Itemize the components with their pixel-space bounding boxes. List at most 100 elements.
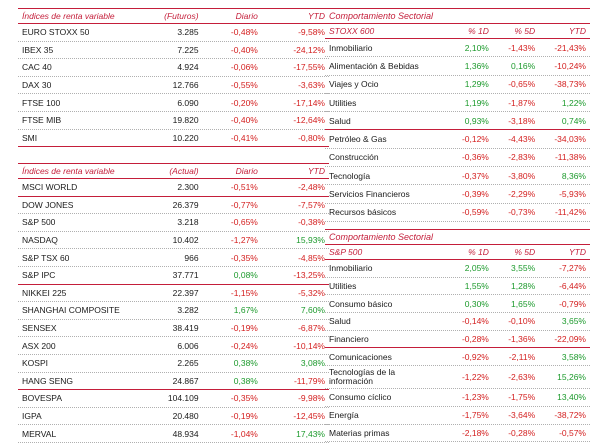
ytd-change: -9,58% xyxy=(298,27,325,38)
index-value: 966 xyxy=(184,252,199,263)
index-name: IGPA xyxy=(22,411,42,422)
sector-name: Petróleo & Gas xyxy=(329,134,387,145)
change-5d: -2,11% xyxy=(508,351,536,362)
daily-change: -0,48% xyxy=(230,27,258,38)
header-daily-label: Diario xyxy=(235,11,258,21)
ytd-change: -9,98% xyxy=(298,393,325,404)
sp500-table-body: Inmobiliario 2,05% 3,55% -7,27% Utilities 1,5… xyxy=(325,260,590,443)
sector-name: Construcción xyxy=(329,152,379,163)
index-name: KOSPI xyxy=(22,358,48,369)
table-row: Utilities 1,19% -1,87% 1,22% xyxy=(325,94,590,113)
header-current-label: (Actual) xyxy=(169,166,199,176)
change-5d: -2,83% xyxy=(508,152,536,163)
daily-change: -1,04% xyxy=(230,428,258,439)
header-index-label: Índices de renta variable xyxy=(22,166,115,176)
change-ytd: -34,03% xyxy=(554,134,586,145)
daily-change: -0,41% xyxy=(230,132,258,143)
sector-name: Salud xyxy=(329,115,351,126)
change-1d: -0,39% xyxy=(461,189,489,200)
sector-name: Utilities xyxy=(329,281,357,292)
table-row: Tecnología -0,37% -3,80% 8,36% xyxy=(325,167,590,186)
daily-change: 0,38% xyxy=(233,358,258,369)
daily-change: -0,06% xyxy=(230,62,258,73)
futures-table-body: EURO STOXX 50 3.285 -0,48% -9,58% IBEX 35 7.2… xyxy=(18,24,329,148)
change-ytd: -6,44% xyxy=(559,281,586,292)
change-ytd: -38,72% xyxy=(554,410,586,421)
index-name: S&P 500 xyxy=(22,217,56,228)
table-row: Energía -1,75% -3,64% -38,72% xyxy=(325,407,590,425)
index-name: MSCI WORLD xyxy=(22,182,78,193)
table-row: DOW JONES 26.379 -0,77% -7,57% xyxy=(18,197,329,215)
index-name: SENSEX xyxy=(22,323,57,334)
table-row: S&P TSX 60 966 -0,35% -4,85% xyxy=(18,249,329,267)
change-ytd: -22,09% xyxy=(554,334,586,345)
change-5d: -3,64% xyxy=(508,410,536,421)
change-1d: -0,36% xyxy=(461,152,489,163)
table-row: Construcción -0,36% -2,83% -11,38% xyxy=(325,149,590,168)
header-daily-label: Diario xyxy=(235,166,258,176)
table-row: SENSEX 38.419 -0,19% -6,87% xyxy=(18,320,329,338)
table-row: MSCI WORLD 2.300 -0,51% -2,48% xyxy=(18,179,329,197)
index-name: S&P TSX 60 xyxy=(22,252,70,263)
change-5d: -2,63% xyxy=(508,372,536,383)
daily-change: 0,08% xyxy=(233,270,258,281)
header-index-label: Índices de renta variable xyxy=(22,11,115,21)
table-row: Materias primas -2,18% -0,28% -0,57% xyxy=(325,425,590,443)
current-table-header: Índices de renta variable (Actual) Diari… xyxy=(18,163,329,179)
futures-table-header: Índices de renta variable (Futuros) Diar… xyxy=(18,8,329,24)
table-row: Utilities 1,55% 1,28% -6,44% xyxy=(325,278,590,296)
header-ytd-label: YTD xyxy=(308,166,325,176)
table-row: Recursos básicos -0,59% -0,73% -11,42% xyxy=(325,204,590,222)
sp500-sector-table: Comportamiento Sectorial S&P 500 % 1D % … xyxy=(325,229,590,443)
table-row: Alimentación & Bebidas 1,36% 0,16% -10,24% xyxy=(325,57,590,76)
change-ytd: -10,24% xyxy=(554,60,586,71)
sp500-table-header: S&P 500 % 1D % 5D YTD xyxy=(325,244,590,260)
daily-change: 0,38% xyxy=(233,375,258,386)
index-name: SMI xyxy=(22,132,38,143)
index-name: FTSE 100 xyxy=(22,97,61,108)
sector-name: Materias primas xyxy=(329,427,390,438)
table-row: S&P 500 3.218 -0,65% -0,38% xyxy=(18,214,329,232)
change-1d: 1,36% xyxy=(464,60,489,71)
header-1d-label: % 1D xyxy=(468,247,489,257)
daily-change: -0,19% xyxy=(230,323,258,334)
change-ytd: -7,27% xyxy=(559,263,586,274)
sector-name: Energía xyxy=(329,410,359,421)
change-ytd: 13,40% xyxy=(557,392,586,403)
index-value: 19.820 xyxy=(172,115,199,126)
change-1d: 2,05% xyxy=(464,263,489,274)
sector-table-title: Comportamiento Sectorial xyxy=(325,229,590,244)
ytd-change: 3,08% xyxy=(300,358,325,369)
ytd-change: -4,85% xyxy=(298,252,325,263)
change-1d: -0,92% xyxy=(461,351,489,362)
header-ytd-label: YTD xyxy=(308,11,325,21)
change-ytd: -38,73% xyxy=(554,79,586,90)
change-5d: -0,65% xyxy=(508,79,536,90)
change-1d: -1,75% xyxy=(461,410,489,421)
change-ytd: 3,58% xyxy=(561,351,586,362)
daily-change: -0,40% xyxy=(230,44,258,55)
table-row: S&P IPC 37.771 0,08% -13,25% xyxy=(18,267,329,285)
index-value: 3.282 xyxy=(177,305,199,316)
change-ytd: 8,36% xyxy=(561,170,586,181)
daily-change: -0,35% xyxy=(230,393,258,404)
table-row: KOSPI 2.265 0,38% 3,08% xyxy=(18,355,329,373)
ytd-change: -7,57% xyxy=(298,199,325,210)
ytd-change: -12,45% xyxy=(293,411,325,422)
sector-name: Viajes y Ocio xyxy=(329,79,379,90)
change-5d: -0,28% xyxy=(508,427,536,438)
index-value: 10.220 xyxy=(172,132,199,143)
table-row: Inmobiliario 2,05% 3,55% -7,27% xyxy=(325,260,590,278)
index-name: NIKKEI 225 xyxy=(22,287,67,298)
change-1d: 0,93% xyxy=(464,115,489,126)
ytd-change: -6,87% xyxy=(298,323,325,334)
daily-change: -0,35% xyxy=(230,252,258,263)
ytd-change: -3,63% xyxy=(298,80,325,91)
daily-change: -0,55% xyxy=(230,80,258,91)
header-5d-label: % 5D xyxy=(514,247,536,257)
change-ytd: -11,42% xyxy=(554,207,586,218)
table-row: DAX 30 12.766 -0,55% -3,63% xyxy=(18,77,329,95)
daily-change: -0,77% xyxy=(230,199,258,210)
ytd-change: -13,25% xyxy=(293,270,325,281)
sector-name: Utilities xyxy=(329,97,357,108)
